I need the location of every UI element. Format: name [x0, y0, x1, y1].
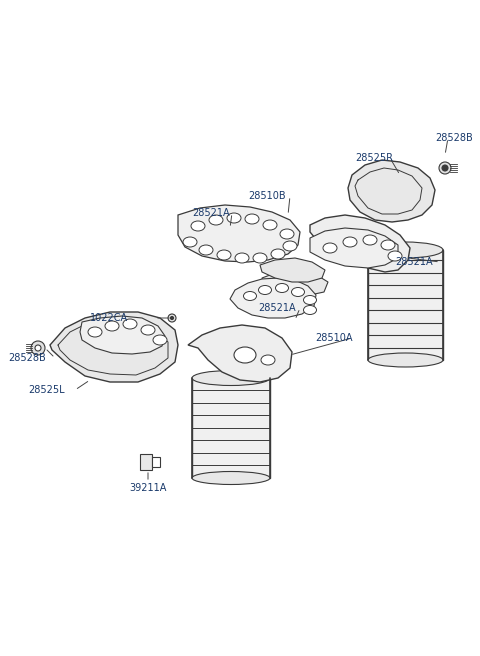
Text: 28521A: 28521A: [192, 208, 229, 218]
Ellipse shape: [368, 242, 443, 258]
Text: 39211A: 39211A: [129, 483, 167, 493]
Ellipse shape: [234, 347, 256, 363]
Ellipse shape: [276, 283, 288, 293]
Circle shape: [442, 165, 448, 171]
Ellipse shape: [191, 221, 205, 231]
Ellipse shape: [303, 295, 316, 304]
Ellipse shape: [245, 214, 259, 224]
Circle shape: [168, 314, 176, 322]
Circle shape: [35, 345, 41, 351]
Ellipse shape: [303, 306, 316, 314]
Ellipse shape: [343, 237, 357, 247]
Circle shape: [439, 162, 451, 174]
Ellipse shape: [323, 243, 337, 253]
Ellipse shape: [153, 335, 167, 345]
Ellipse shape: [209, 215, 223, 225]
Polygon shape: [368, 250, 443, 360]
Polygon shape: [80, 316, 165, 354]
Ellipse shape: [123, 319, 137, 329]
Ellipse shape: [227, 213, 241, 223]
Ellipse shape: [388, 251, 402, 261]
Ellipse shape: [183, 237, 197, 247]
Text: 28528B: 28528B: [435, 133, 473, 143]
Polygon shape: [230, 278, 316, 318]
Polygon shape: [348, 160, 435, 222]
Ellipse shape: [259, 285, 272, 295]
Ellipse shape: [192, 371, 270, 386]
Polygon shape: [50, 312, 178, 382]
Polygon shape: [192, 378, 270, 478]
Text: 1022CA: 1022CA: [90, 313, 128, 323]
Ellipse shape: [141, 325, 155, 335]
Text: 28510B: 28510B: [248, 191, 286, 201]
Ellipse shape: [368, 353, 443, 367]
Polygon shape: [310, 228, 398, 268]
Ellipse shape: [235, 253, 249, 263]
Ellipse shape: [192, 472, 270, 485]
Circle shape: [31, 341, 45, 355]
Ellipse shape: [283, 241, 297, 251]
Ellipse shape: [271, 249, 285, 259]
Polygon shape: [140, 454, 152, 470]
Ellipse shape: [363, 235, 377, 245]
Text: 28510A: 28510A: [315, 333, 352, 343]
Polygon shape: [262, 270, 328, 295]
Text: 28521A: 28521A: [258, 303, 296, 313]
Polygon shape: [310, 215, 410, 272]
Text: 28521A: 28521A: [395, 257, 432, 267]
Polygon shape: [188, 325, 292, 382]
Ellipse shape: [261, 355, 275, 365]
Ellipse shape: [105, 321, 119, 331]
Ellipse shape: [291, 287, 304, 297]
Ellipse shape: [263, 220, 277, 230]
Polygon shape: [152, 457, 160, 467]
Ellipse shape: [88, 327, 102, 337]
Polygon shape: [260, 258, 325, 282]
Ellipse shape: [199, 245, 213, 255]
Ellipse shape: [243, 291, 256, 300]
Text: 28525L: 28525L: [28, 385, 65, 395]
Text: 28528B: 28528B: [8, 353, 46, 363]
Text: 28525R: 28525R: [355, 153, 393, 163]
Circle shape: [170, 316, 173, 319]
Ellipse shape: [381, 240, 395, 250]
Polygon shape: [178, 205, 300, 262]
Ellipse shape: [280, 229, 294, 239]
Ellipse shape: [217, 250, 231, 260]
Ellipse shape: [253, 253, 267, 263]
